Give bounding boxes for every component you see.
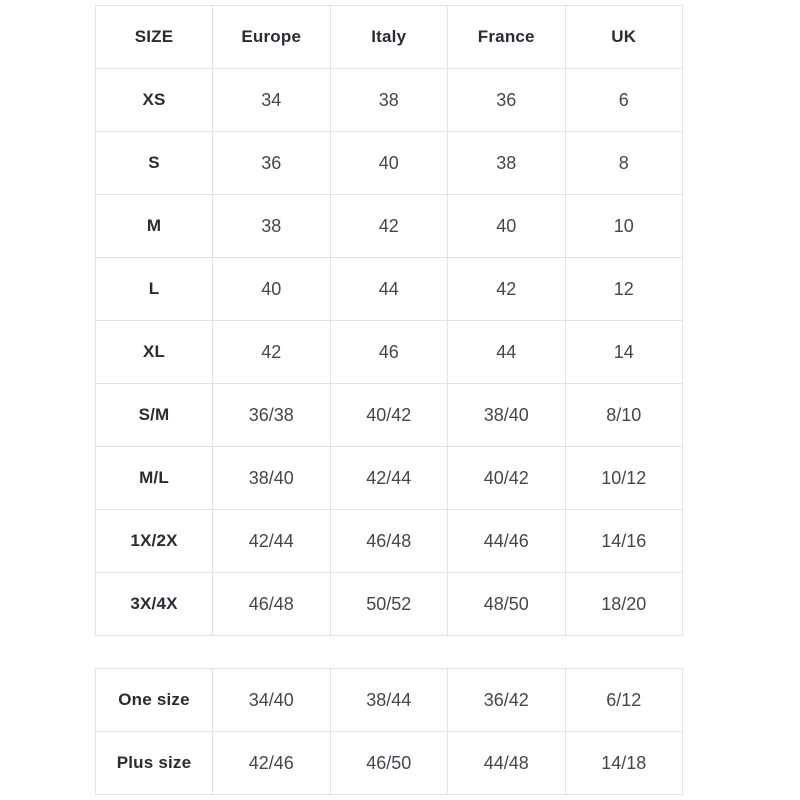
special-size-table: One size 34/40 38/44 36/42 6/12 Plus siz… [95,668,683,795]
uk-value: 14/18 [564,731,683,795]
europe-value: 42 [212,320,331,384]
france-value: 44 [447,320,566,384]
table-row-3x-4x: 3X/4X 46/48 50/52 48/50 18/20 [95,572,683,636]
size-label: XL [95,320,213,384]
table-row-m: M 38 42 40 10 [95,194,683,258]
france-value: 36/42 [447,668,566,732]
size-label: S [95,131,213,195]
italy-value: 50/52 [329,572,448,636]
france-value: 40 [447,194,566,258]
table-row-plus-size: Plus size 42/46 46/50 44/48 14/18 [95,731,683,795]
main-size-table: SIZE Europe Italy France UK XS 34 38 36 … [95,5,683,636]
france-value: 48/50 [447,572,566,636]
italy-value: 46/50 [329,731,448,795]
italy-value: 42/44 [329,446,448,510]
uk-value: 14 [564,320,683,384]
uk-value: 10/12 [564,446,683,510]
europe-value: 40 [212,257,331,321]
italy-value: 40/42 [329,383,448,447]
europe-value: 42/44 [212,509,331,573]
france-value: 44/48 [447,731,566,795]
table-row-xl: XL 42 46 44 14 [95,320,683,384]
uk-value: 8 [564,131,683,195]
header-row: SIZE Europe Italy France UK [95,5,683,69]
table-row-s-m: S/M 36/38 40/42 38/40 8/10 [95,383,683,447]
size-label: L [95,257,213,321]
special-size-table-container: One size 34/40 38/44 36/42 6/12 Plus siz… [95,668,683,795]
italy-value: 46 [329,320,448,384]
table-row-xs: XS 34 38 36 6 [95,68,683,132]
size-label: One size [95,668,213,732]
italy-value: 46/48 [329,509,448,573]
size-label: S/M [95,383,213,447]
italy-value: 42 [329,194,448,258]
france-value: 38 [447,131,566,195]
italy-value: 38/44 [329,668,448,732]
europe-value: 34/40 [212,668,331,732]
table-row-1x-2x: 1X/2X 42/44 46/48 44/46 14/16 [95,509,683,573]
italy-value: 40 [329,131,448,195]
italy-value: 44 [329,257,448,321]
column-header-uk: UK [564,5,683,69]
uk-value: 12 [564,257,683,321]
europe-value: 36 [212,131,331,195]
europe-value: 34 [212,68,331,132]
europe-value: 38 [212,194,331,258]
size-label: M/L [95,446,213,510]
size-label: M [95,194,213,258]
france-value: 38/40 [447,383,566,447]
europe-value: 38/40 [212,446,331,510]
column-header-size: SIZE [95,5,213,69]
column-header-europe: Europe [212,5,331,69]
uk-value: 10 [564,194,683,258]
france-value: 42 [447,257,566,321]
italy-value: 38 [329,68,448,132]
column-header-france: France [447,5,566,69]
uk-value: 6 [564,68,683,132]
size-label: 1X/2X [95,509,213,573]
table-row-m-l: M/L 38/40 42/44 40/42 10/12 [95,446,683,510]
table-row-s: S 36 40 38 8 [95,131,683,195]
france-value: 36 [447,68,566,132]
table-row-one-size: One size 34/40 38/44 36/42 6/12 [95,668,683,732]
europe-value: 42/46 [212,731,331,795]
france-value: 40/42 [447,446,566,510]
europe-value: 36/38 [212,383,331,447]
size-label: Plus size [95,731,213,795]
column-header-italy: Italy [329,5,448,69]
table-row-l: L 40 44 42 12 [95,257,683,321]
uk-value: 8/10 [564,383,683,447]
europe-value: 46/48 [212,572,331,636]
uk-value: 6/12 [564,668,683,732]
main-size-table-container: SIZE Europe Italy France UK XS 34 38 36 … [95,5,683,636]
uk-value: 18/20 [564,572,683,636]
size-label: 3X/4X [95,572,213,636]
france-value: 44/46 [447,509,566,573]
uk-value: 14/16 [564,509,683,573]
size-label: XS [95,68,213,132]
